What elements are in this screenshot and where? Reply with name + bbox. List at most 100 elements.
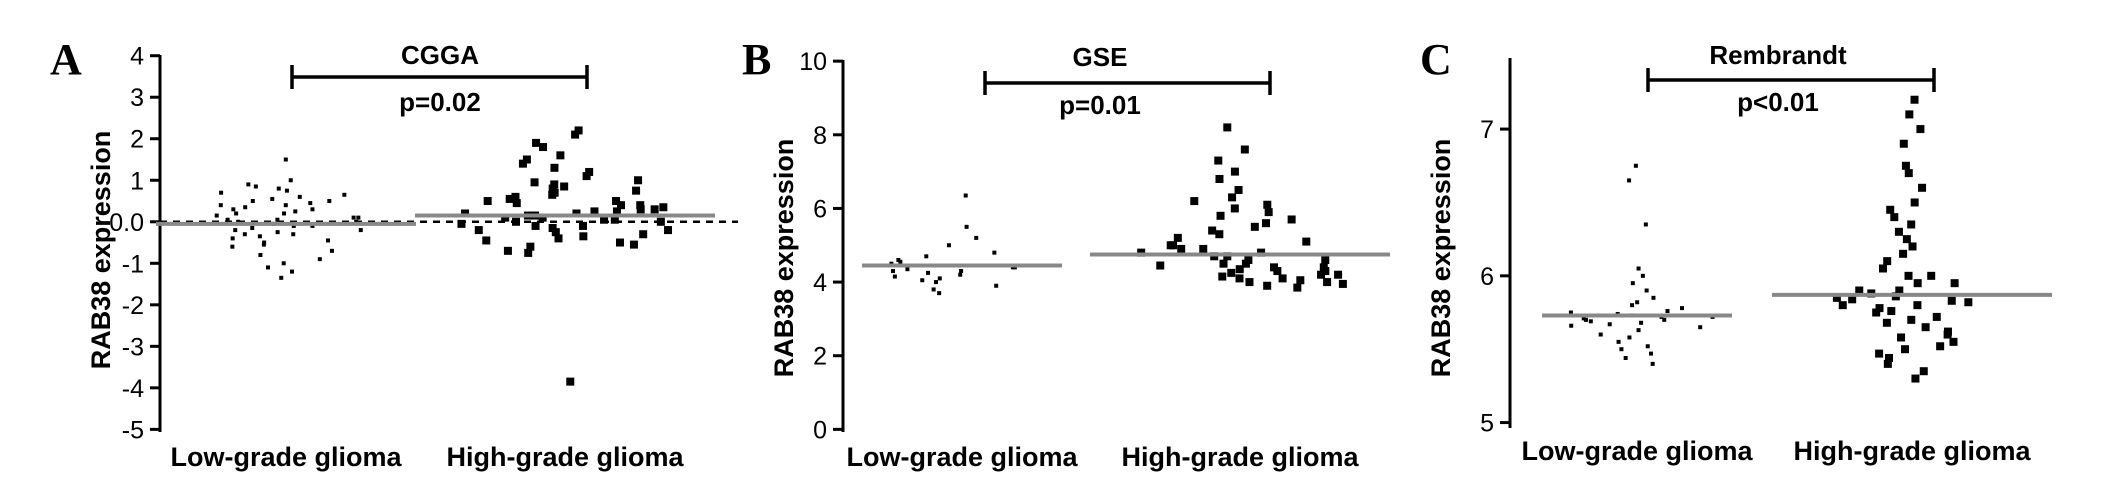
data-point xyxy=(530,178,539,187)
data-point xyxy=(612,197,621,206)
data-point xyxy=(1173,233,1182,242)
data-point xyxy=(214,213,219,218)
mean-lines-b xyxy=(862,252,1390,268)
data-point xyxy=(610,215,619,224)
y-tick-label: 1 xyxy=(130,167,144,195)
data-point xyxy=(531,221,540,230)
data-point xyxy=(310,223,315,228)
data-point xyxy=(1911,374,1920,383)
data-points-b xyxy=(889,123,1347,296)
data-point xyxy=(926,270,931,275)
data-point xyxy=(992,250,997,255)
data-point xyxy=(1899,139,1908,148)
data-point xyxy=(639,230,648,239)
data-point xyxy=(270,196,275,201)
data-point xyxy=(283,157,288,162)
data-point xyxy=(1581,316,1586,321)
data-point xyxy=(246,182,251,187)
data-point xyxy=(554,234,563,243)
data-point xyxy=(1947,296,1956,305)
data-point xyxy=(1208,226,1217,235)
data-point xyxy=(356,215,361,220)
y-tick-label: 0 xyxy=(813,416,827,444)
data-point xyxy=(288,178,293,183)
data-point xyxy=(600,215,609,224)
data-point xyxy=(905,267,910,272)
data-point xyxy=(1910,95,1919,104)
y-tick-label: 6 xyxy=(813,195,827,223)
data-point xyxy=(284,188,289,193)
data-point xyxy=(632,186,641,195)
mean-lines-a xyxy=(156,213,715,226)
data-point xyxy=(1583,317,1588,322)
data-point xyxy=(1645,344,1650,349)
data-point xyxy=(1235,274,1244,283)
data-point xyxy=(532,138,541,147)
category-label-low-b: Low-grade glioma xyxy=(846,442,1078,472)
data-point xyxy=(1296,276,1305,285)
y-tick-label: 2 xyxy=(130,126,144,154)
data-point xyxy=(257,234,262,239)
data-point xyxy=(1338,279,1347,288)
data-point xyxy=(290,269,295,274)
data-point xyxy=(1907,315,1916,324)
data-point xyxy=(539,143,548,152)
y-tick-label: 2 xyxy=(813,343,827,371)
data-point xyxy=(1901,345,1910,354)
data-point xyxy=(656,217,665,226)
data-point xyxy=(1199,244,1208,253)
data-point xyxy=(550,163,559,172)
category-label-high-b: High-grade glioma xyxy=(1121,442,1359,472)
data-point xyxy=(283,203,288,208)
data-point xyxy=(579,221,588,230)
data-point xyxy=(1884,354,1893,363)
y-tick-label: 0.0 xyxy=(109,209,144,237)
data-point xyxy=(474,226,483,235)
panel-letter-c: C xyxy=(1420,35,1452,84)
data-point xyxy=(548,224,557,233)
p-value-a: p=0.02 xyxy=(399,87,481,117)
data-point xyxy=(616,201,625,210)
y-tick-label: -5 xyxy=(122,416,144,444)
data-point xyxy=(994,283,999,288)
data-point xyxy=(1234,186,1243,195)
data-point xyxy=(218,203,223,208)
data-point xyxy=(1662,317,1667,322)
data-point xyxy=(1832,293,1841,302)
p-value-b: p=0.01 xyxy=(1059,90,1141,120)
data-point xyxy=(1644,288,1649,293)
dataset-label-a: CGGA xyxy=(401,40,479,70)
data-point xyxy=(1250,222,1259,231)
data-point xyxy=(1190,197,1199,206)
data-point xyxy=(650,205,659,214)
data-point xyxy=(512,217,521,226)
y-tick-label: 8 xyxy=(813,122,827,150)
data-point xyxy=(326,238,331,243)
data-point xyxy=(250,226,255,231)
data-point xyxy=(236,219,241,224)
data-point xyxy=(937,291,942,296)
data-point xyxy=(958,272,963,277)
data-point xyxy=(959,269,964,274)
data-point xyxy=(590,207,599,216)
data-point xyxy=(1228,193,1237,202)
data-point xyxy=(234,211,239,216)
y-tick-label: -1 xyxy=(122,250,144,278)
data-point xyxy=(579,232,588,241)
data-point xyxy=(1278,274,1287,283)
panel-b: B RAB38 expression 10 8 6 4 2 0 GSE p=0.01 Lo… xyxy=(742,35,1390,472)
data-point xyxy=(1317,270,1326,279)
data-point xyxy=(585,167,594,176)
category-label-low-a: Low-grade glioma xyxy=(170,442,402,472)
data-point xyxy=(612,207,621,216)
data-point xyxy=(1302,237,1311,246)
data-point xyxy=(518,159,527,168)
dataset-label-b: GSE xyxy=(1073,42,1128,72)
data-point xyxy=(1219,259,1228,268)
data-point xyxy=(317,257,322,262)
data-point xyxy=(1623,356,1628,361)
data-point xyxy=(230,244,235,249)
data-point xyxy=(243,205,248,210)
data-point xyxy=(1227,268,1236,277)
